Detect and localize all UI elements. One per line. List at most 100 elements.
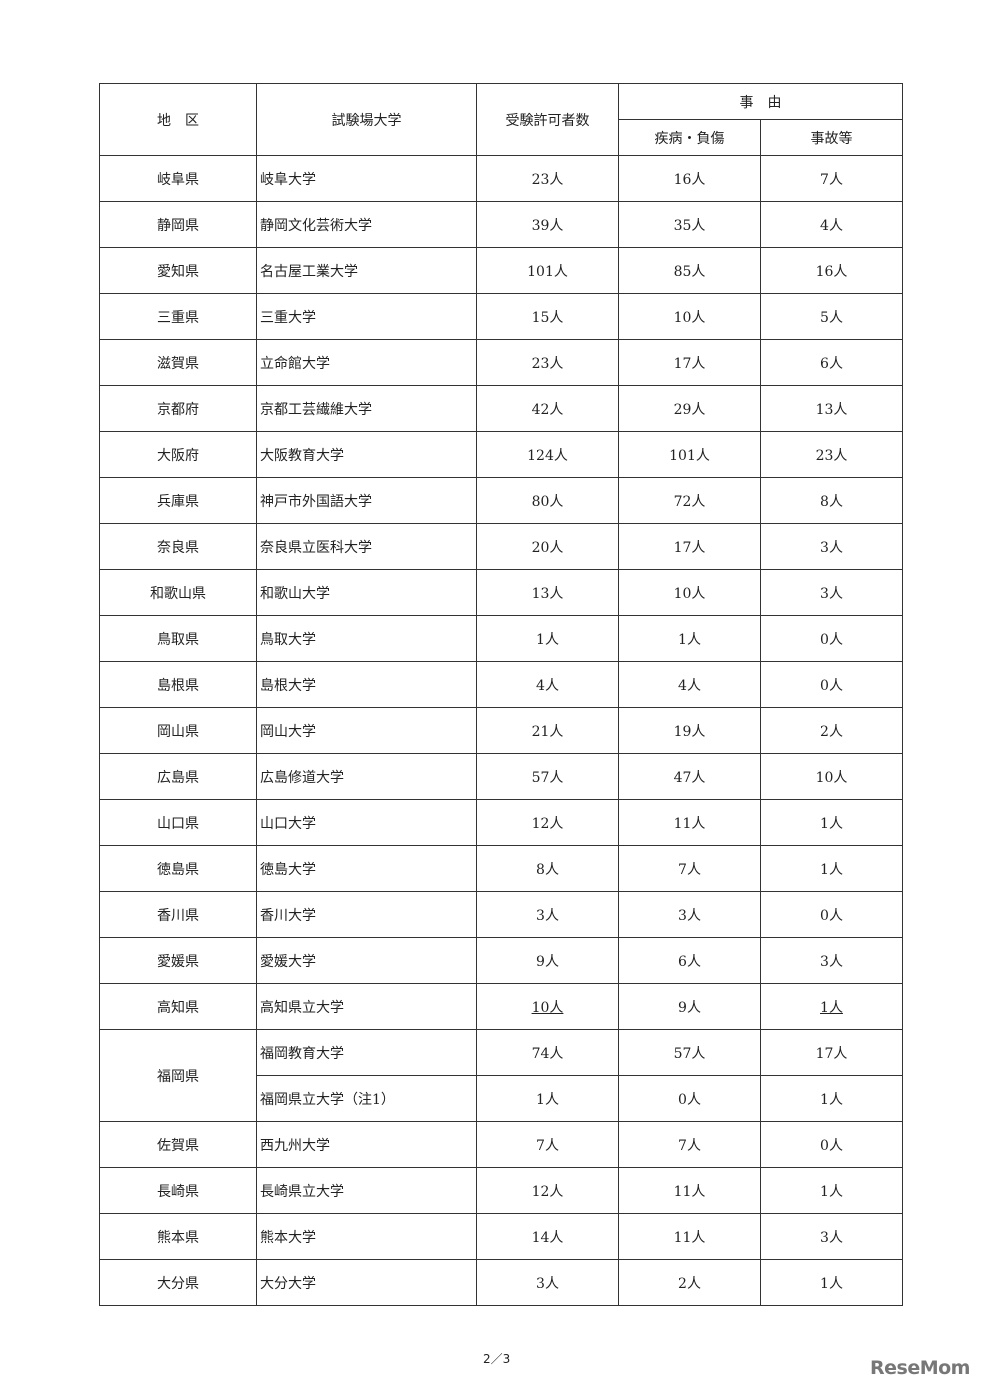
table-row: 島根県 島根大学 4人 4人 0人 <box>99 661 903 708</box>
venue-text: 愛媛大学 <box>260 953 316 970</box>
permitted-text: 23人 <box>531 171 564 188</box>
permitted-text: 14人 <box>531 1229 564 1246</box>
venue-text: 福岡県立大学（注1） <box>260 1091 395 1108</box>
region-text: 熊本県 <box>157 1229 199 1246</box>
table-row: 岐阜県 岐阜大学 23人 16人 7人 <box>99 155 903 202</box>
accident-text: 5人 <box>820 309 843 326</box>
venue-text: 大阪教育大学 <box>260 447 344 464</box>
cell-region: 岡山県 <box>99 707 257 754</box>
illness-text: 10人 <box>673 309 706 326</box>
region-text: 滋賀県 <box>157 355 199 372</box>
cell-region: 島根県 <box>99 661 257 708</box>
table-row: 大阪府 大阪教育大学 124人 101人 23人 <box>99 431 903 478</box>
permitted-text: 4人 <box>536 677 559 694</box>
cell-accident: 3人 <box>760 937 903 984</box>
cell-accident: 10人 <box>760 753 903 800</box>
cell-permitted: 74人 <box>476 1029 619 1076</box>
cell-accident: 0人 <box>760 891 903 938</box>
table-row: 愛知県 名古屋工業大学 101人 85人 16人 <box>99 247 903 294</box>
header-permitted: 受験許可者数 <box>476 83 619 156</box>
cell-region: 愛知県 <box>99 247 257 294</box>
accident-text: 6人 <box>820 355 843 372</box>
accident-text: 3人 <box>820 539 843 556</box>
cell-permitted: 3人 <box>476 1259 619 1306</box>
accident-text: 1人 <box>820 815 843 832</box>
cell-illness: 29人 <box>618 385 761 432</box>
cell-venue: 徳島大学 <box>256 845 477 892</box>
venue-text: 長崎県立大学 <box>260 1183 344 1200</box>
illness-text: 72人 <box>673 493 706 510</box>
region-text: 和歌山県 <box>150 585 206 602</box>
cell-venue: 和歌山大学 <box>256 569 477 616</box>
cell-permitted: 39人 <box>476 201 619 248</box>
cell-accident: 17人 <box>760 1029 903 1076</box>
region-text: 兵庫県 <box>157 493 199 510</box>
table-row: 山口県 山口大学 12人 11人 1人 <box>99 799 903 846</box>
venue-text: 立命館大学 <box>260 355 330 372</box>
permitted-text: 3人 <box>536 907 559 924</box>
permitted-text: 21人 <box>531 723 564 740</box>
cell-venue: 立命館大学 <box>256 339 477 386</box>
venue-text: 三重大学 <box>260 309 316 326</box>
table-row: 岡山県 岡山大学 21人 19人 2人 <box>99 707 903 754</box>
region-text: 三重県 <box>157 309 199 326</box>
cell-permitted: 1人 <box>476 615 619 662</box>
cell-illness: 47人 <box>618 753 761 800</box>
region-text: 静岡県 <box>157 217 199 234</box>
header-venue: 試験場大学 <box>256 83 477 156</box>
cell-illness: 3人 <box>618 891 761 938</box>
cell-permitted: 3人 <box>476 891 619 938</box>
cell-illness: 4人 <box>618 661 761 708</box>
accident-text: 2人 <box>820 723 843 740</box>
region-text: 徳島県 <box>157 861 199 878</box>
accident-text: 1人 <box>820 999 843 1016</box>
cell-venue: 大分大学 <box>256 1259 477 1306</box>
cell-venue: 香川大学 <box>256 891 477 938</box>
venue-text: 福岡教育大学 <box>260 1045 344 1062</box>
cell-venue: 西九州大学 <box>256 1121 477 1168</box>
permitted-text: 12人 <box>531 1183 564 1200</box>
illness-text: 1人 <box>678 631 701 648</box>
accident-text: 23人 <box>815 447 848 464</box>
cell-permitted: 57人 <box>476 753 619 800</box>
resemom-logo: ReseMom <box>870 1357 970 1379</box>
cell-venue: 奈良県立医科大学 <box>256 523 477 570</box>
permitted-text: 42人 <box>531 401 564 418</box>
cell-accident: 1人 <box>760 983 903 1030</box>
cell-permitted: 1人 <box>476 1075 619 1122</box>
illness-text: 2人 <box>678 1275 701 1292</box>
venue-text: 徳島大学 <box>260 861 316 878</box>
accident-text: 0人 <box>820 631 843 648</box>
cell-illness: 9人 <box>618 983 761 1030</box>
illness-text: 85人 <box>673 263 706 280</box>
cell-accident: 0人 <box>760 661 903 708</box>
cell-region: 奈良県 <box>99 523 257 570</box>
venue-text: 神戸市外国語大学 <box>260 493 372 510</box>
venue-text: 京都工芸繊維大学 <box>260 401 372 418</box>
venue-text: 大分大学 <box>260 1275 316 1292</box>
cell-accident: 2人 <box>760 707 903 754</box>
venue-text: 鳥取大学 <box>260 631 316 648</box>
cell-permitted: 42人 <box>476 385 619 432</box>
cell-accident: 7人 <box>760 155 903 202</box>
illness-text: 4人 <box>678 677 701 694</box>
venue-text: 静岡文化芸術大学 <box>260 217 372 234</box>
accident-text: 0人 <box>820 1137 843 1154</box>
table-row: 熊本県 熊本大学 14人 11人 3人 <box>99 1213 903 1260</box>
permitted-text: 1人 <box>536 1091 559 1108</box>
illness-text: 11人 <box>673 1183 706 1200</box>
region-text: 島根県 <box>157 677 199 694</box>
table-row: 和歌山県 和歌山大学 13人 10人 3人 <box>99 569 903 616</box>
venue-text: 名古屋工業大学 <box>260 263 358 280</box>
cell-venue: 熊本大学 <box>256 1213 477 1260</box>
cell-permitted: 23人 <box>476 339 619 386</box>
cell-illness: 2人 <box>618 1259 761 1306</box>
cell-region: 山口県 <box>99 799 257 846</box>
cell-illness: 85人 <box>618 247 761 294</box>
venue-text: 和歌山大学 <box>260 585 330 602</box>
accident-text: 7人 <box>820 171 843 188</box>
permitted-text: 9人 <box>536 953 559 970</box>
cell-venue: 福岡教育大学 <box>256 1029 477 1076</box>
cell-region: 長崎県 <box>99 1167 257 1214</box>
accident-text: 13人 <box>815 401 848 418</box>
